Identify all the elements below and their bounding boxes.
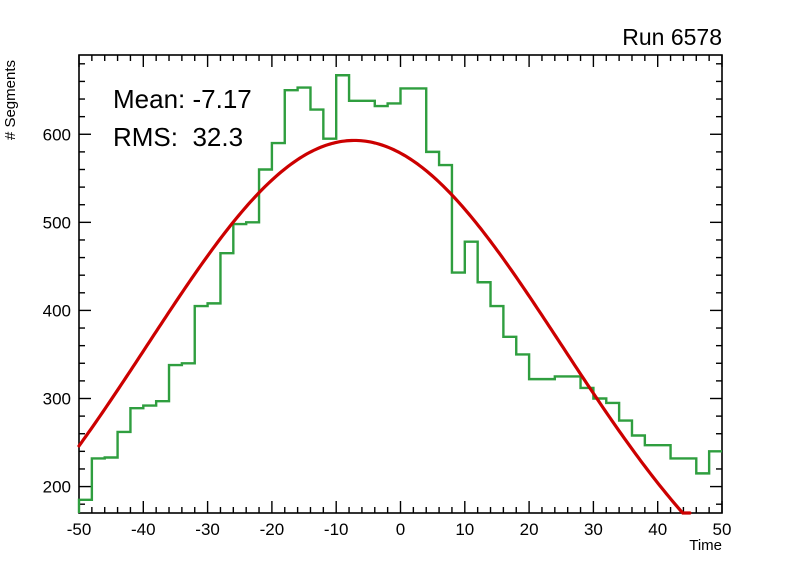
y-tick-label: 300: [43, 390, 71, 409]
axis-frame: [78, 54, 723, 514]
x-axis-title: Time: [689, 537, 722, 554]
y-tick-label: 500: [43, 213, 71, 232]
x-tick-label: 10: [455, 520, 474, 539]
x-tick-label: 50: [713, 520, 732, 539]
x-tick-label: -30: [195, 520, 220, 539]
run-label: Run 6578: [622, 24, 722, 50]
x-tick-label: -40: [131, 520, 156, 539]
y-tick-label: 600: [43, 125, 71, 144]
x-tick-label: -10: [324, 520, 349, 539]
gaussian-fit-curve: [77, 138, 692, 515]
x-tick-label: -50: [67, 520, 92, 539]
stats-annotation: Mean: -7.17 RMS: 32.3: [113, 84, 252, 152]
x-axis-ticks: [78, 55, 723, 513]
y-axis-tick-labels: 200 300 400 500 600: [43, 125, 71, 496]
x-tick-label: -20: [260, 520, 285, 539]
y-tick-label: 400: [43, 301, 71, 320]
x-axis-tick-labels: -50 -40 -30 -20 -10 0 10 20 30 40 50: [67, 520, 732, 539]
x-tick-label: 20: [520, 520, 539, 539]
y-tick-label: 200: [43, 478, 71, 497]
x-tick-label: 30: [584, 520, 603, 539]
y-axis-ticks: [79, 63, 722, 505]
x-tick-label: 40: [648, 520, 667, 539]
histogram-step-line: [77, 74, 722, 513]
x-tick-label: 0: [396, 520, 405, 539]
